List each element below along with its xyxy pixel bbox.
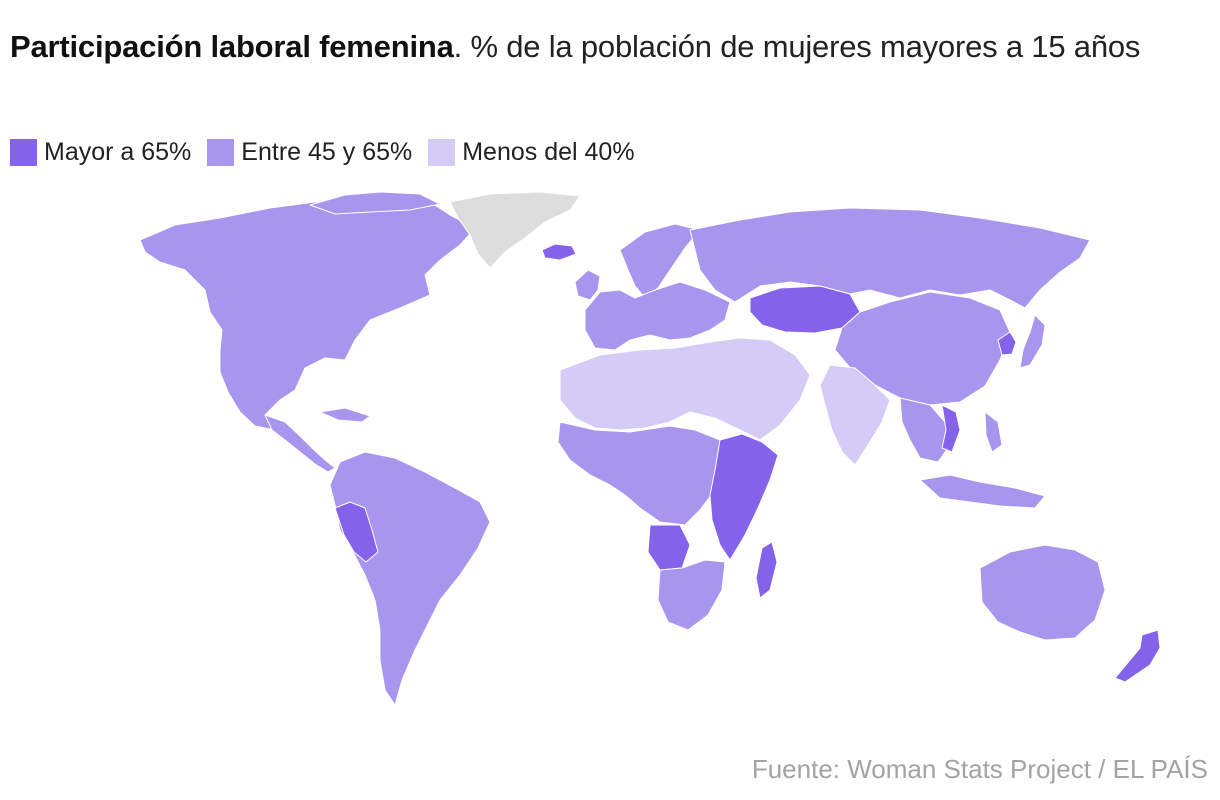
region-southern-africa — [657, 559, 726, 631]
region-india — [819, 364, 891, 466]
region-south-america — [329, 451, 491, 706]
region-russia — [689, 207, 1091, 309]
legend-swatch-high — [10, 138, 37, 166]
title-bold: Participación laboral femenina — [10, 29, 454, 64]
world-map — [139, 191, 1161, 706]
legend-swatch-low — [428, 138, 456, 166]
title-subtitle: . % de la población de mujeres mayores a… — [453, 29, 1141, 64]
legend-label-high: Mayor a 65% — [44, 138, 192, 166]
region-peru — [334, 501, 379, 563]
legend-label-medium: Entre 45 y 65% — [241, 138, 413, 166]
legend: Mayor a 65% Entre 45 y 65% Menos del 40% — [10, 136, 651, 168]
region-indonesia — [919, 474, 1046, 509]
region-new-zealand — [1114, 629, 1161, 683]
region-kazakhstan — [749, 285, 861, 334]
region-west-central-africa — [557, 421, 731, 526]
region-north-korea — [997, 331, 1017, 356]
legend-label-low: Menos del 40% — [462, 138, 635, 166]
region-central-america — [264, 414, 336, 473]
region-caribbean — [319, 407, 371, 423]
region-iceland — [541, 243, 577, 261]
region-japan — [1019, 314, 1046, 369]
chart-title: Participación laboral femenina. % de la … — [10, 26, 1190, 68]
region-australia — [979, 544, 1106, 641]
legend-item-high: Mayor a 65% — [10, 136, 191, 168]
region-madagascar — [755, 541, 778, 599]
region-north-america — [139, 197, 476, 431]
region-mena — [559, 337, 811, 441]
source-note: Fuente: Woman Stats Project / EL PAÍS — [751, 754, 1208, 784]
region-scandinavia — [619, 223, 701, 299]
region-vietnam — [941, 404, 961, 453]
region-angola — [647, 524, 691, 571]
legend-item-medium: Entre 45 y 65% — [207, 136, 412, 168]
region-greenland — [449, 191, 581, 269]
region-europe — [584, 281, 731, 351]
region-uk-ireland — [574, 269, 601, 301]
region-arctic-islands — [309, 191, 441, 215]
region-philippines — [984, 411, 1003, 453]
region-southeast-asia — [899, 397, 951, 463]
legend-swatch-medium — [207, 138, 235, 166]
legend-item-low: Menos del 40% — [428, 136, 635, 168]
region-east-africa — [709, 433, 779, 561]
